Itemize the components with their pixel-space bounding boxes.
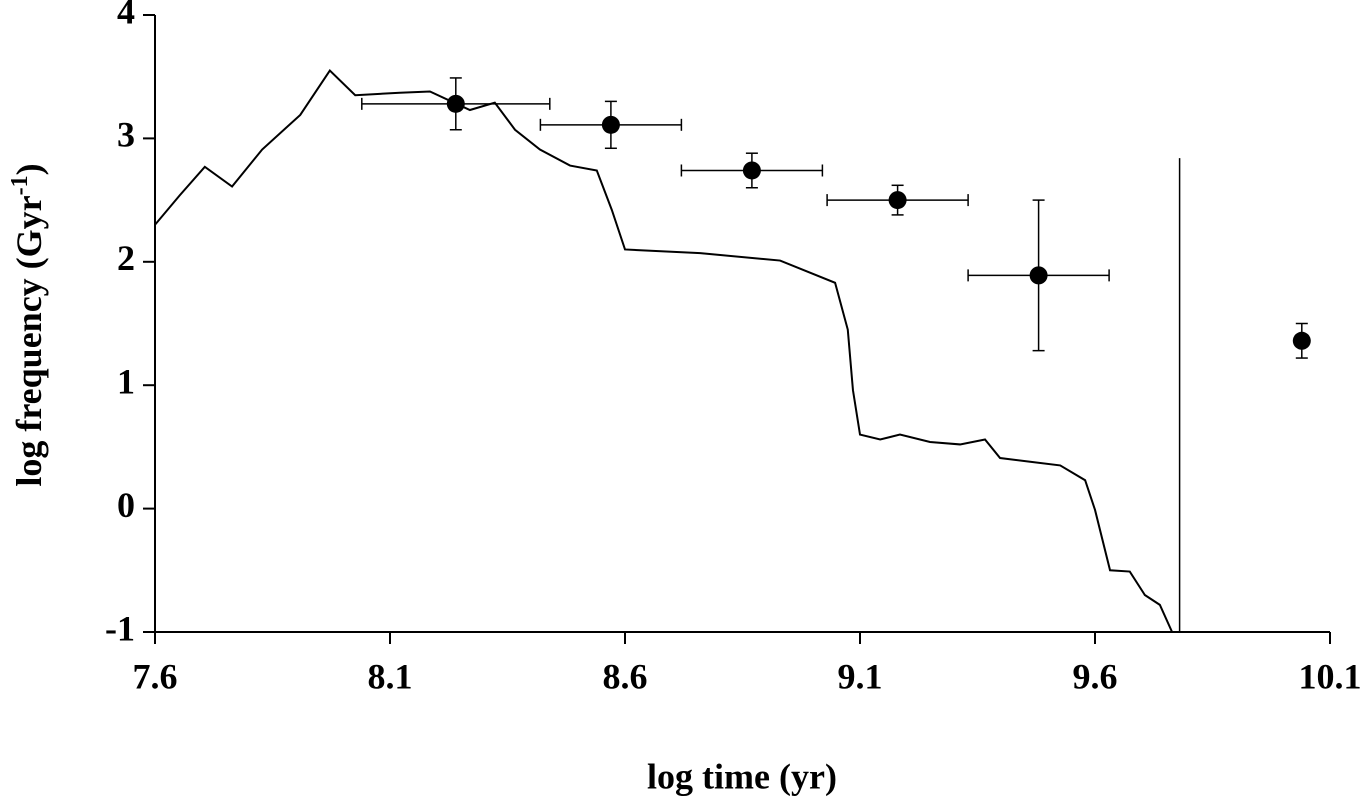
x-tick-label: 7.6 (133, 656, 178, 696)
x-axis-label: log time (yr) (647, 756, 837, 796)
curve (155, 68, 1173, 632)
x-tick-label: 10.1 (1299, 656, 1362, 696)
y-label-sup: -1 (7, 175, 33, 195)
y-tick-label: 1 (117, 361, 135, 401)
data-point (446, 94, 465, 113)
y-label-end: ) (9, 163, 49, 175)
data-point (1029, 266, 1048, 285)
y-tick-label: -1 (105, 608, 135, 648)
data-point (742, 161, 761, 180)
plot-area (155, 68, 1311, 632)
y-tick-label: 3 (117, 115, 135, 155)
y-tick-label: 4 (117, 0, 135, 31)
y-tick-label: 2 (117, 238, 135, 278)
y-label-text: log frequency (Gyr (9, 195, 49, 486)
x-tick-label: 9.6 (1073, 656, 1118, 696)
y-axis-label: log frequency (Gyr-1) (7, 163, 50, 486)
data-point (888, 191, 907, 210)
x-tick-label: 9.1 (838, 656, 883, 696)
data-point (601, 115, 620, 134)
x-tick-label: 8.1 (368, 656, 413, 696)
x-tick-label: 8.6 (603, 656, 648, 696)
data-point (1292, 331, 1311, 350)
y-tick-label: 0 (117, 485, 135, 525)
